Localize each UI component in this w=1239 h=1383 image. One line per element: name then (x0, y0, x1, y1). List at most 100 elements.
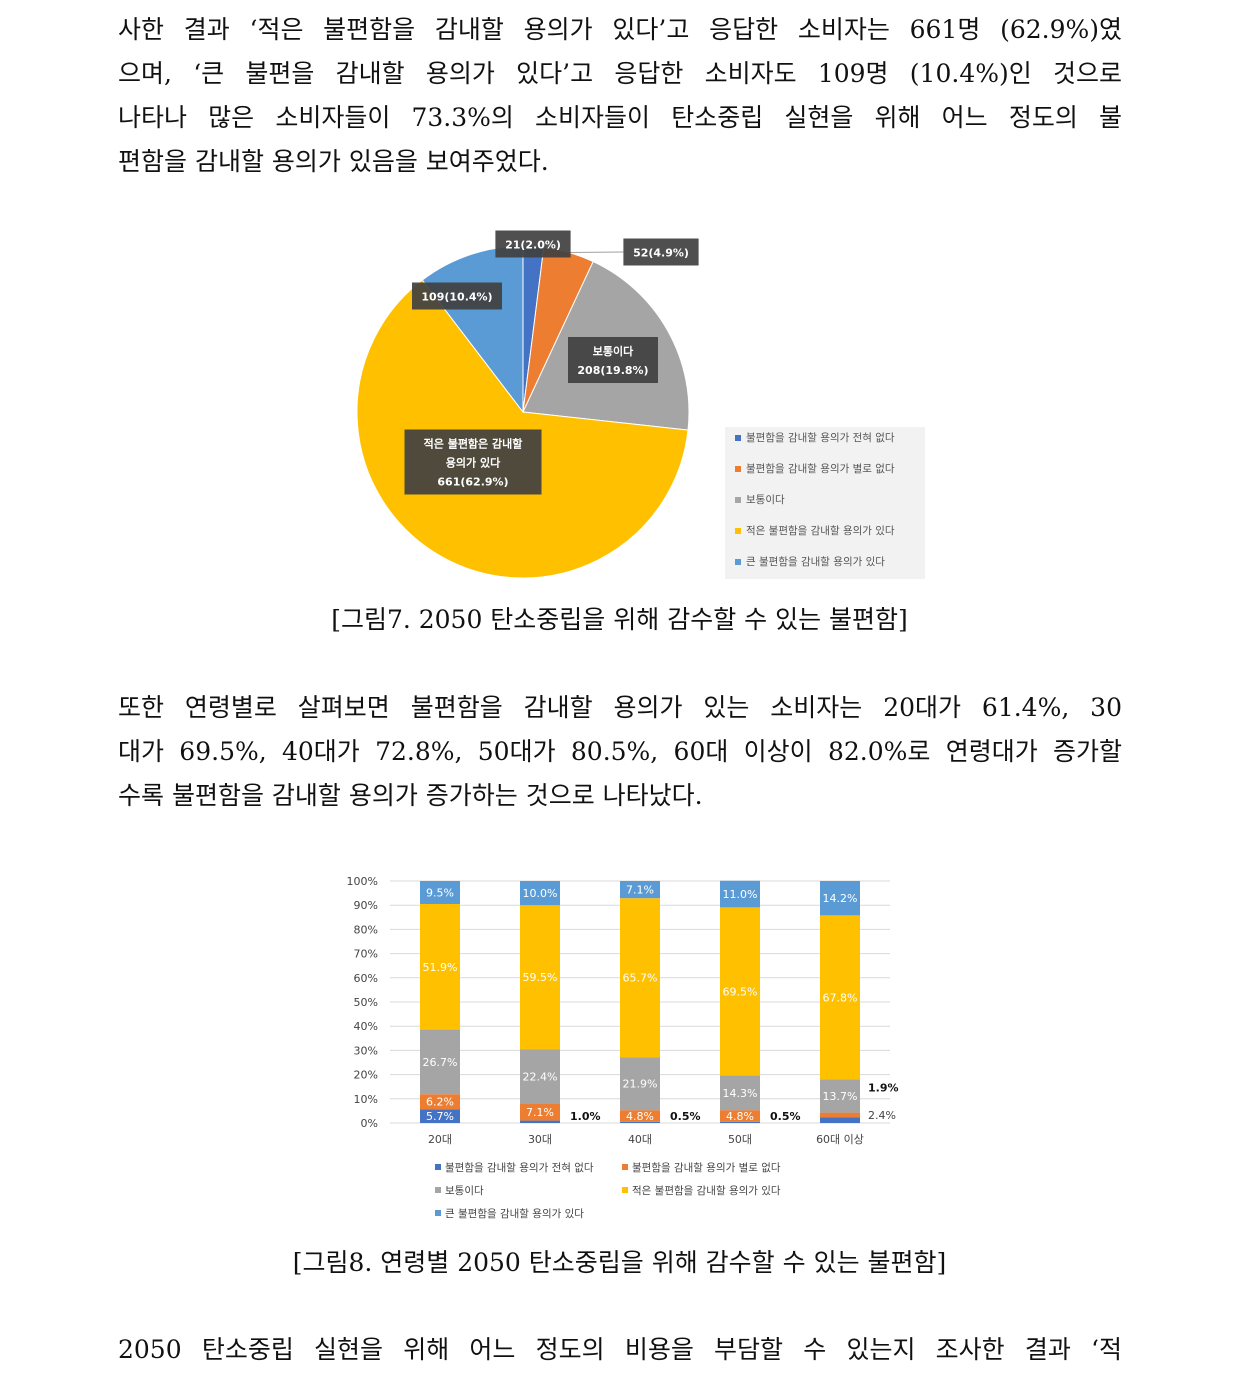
bar-segment (820, 1112, 860, 1118)
legend-entry: 적은 불편함을 감내할 용의가 있다 (632, 1184, 781, 1197)
bar-segment (720, 1075, 760, 1111)
x-tick-label: 30대 (528, 1133, 552, 1146)
y-tick-label: 70% (354, 948, 378, 961)
bar-segment (620, 1110, 660, 1122)
y-tick-label: 40% (354, 1020, 378, 1033)
paragraph-1: 사한 결과 ‘적은 불편함을 감내할 용의가 있다’고 응답한 소비자는 661… (118, 8, 1122, 184)
legend-entry: 큰 불편함을 감내할 용의가 있다 (746, 555, 885, 568)
bar-segment (420, 903, 460, 1030)
bar-data-label: 59.5% (523, 971, 558, 984)
pie-data-label-box (623, 238, 699, 266)
legend-entry: 적은 불편함을 감내할 용의가 있다 (746, 524, 895, 537)
bar-data-label: 10.0% (523, 887, 558, 900)
bar-segment (420, 1094, 460, 1110)
bar-segment (720, 907, 760, 1076)
bar-segment (720, 1110, 760, 1122)
bar-data-label: 13.7% (823, 1090, 858, 1103)
bar-segment (720, 880, 760, 908)
bar-data-label: 9.5% (426, 887, 454, 900)
pie-data-label: 109(10.4%) (421, 291, 492, 304)
pie-data-label: 용의가 있다 (446, 456, 501, 470)
pie-data-label-box (404, 429, 542, 495)
bar-segment (420, 1109, 460, 1123)
pie-leader-line (568, 251, 624, 253)
y-tick-label: 10% (354, 1093, 378, 1106)
bar-data-label: 0.5% (770, 1110, 801, 1123)
pie-data-label: 208(19.8%) (577, 364, 648, 377)
bar-data-label: 65.7% (623, 972, 658, 985)
bar-segment (520, 881, 560, 906)
pie-data-label-box (412, 282, 502, 310)
pie-data-label-box (568, 337, 658, 383)
x-tick-label: 20대 (428, 1133, 452, 1146)
pie-data-label: 21(2.0%) (505, 239, 561, 252)
legend-swatch (735, 497, 741, 503)
bar-segment (520, 1120, 560, 1123)
legend-swatch (435, 1187, 441, 1193)
bar-data-label: 14.3% (723, 1087, 758, 1100)
y-tick-label: 90% (354, 899, 378, 912)
bar-data-label: 1.9% (868, 1082, 899, 1095)
bar-segment (820, 915, 860, 1080)
y-tick-label: 30% (354, 1044, 378, 1057)
y-tick-label: 50% (354, 996, 378, 1009)
legend-entry: 불편함을 감내할 용의가 전혀 없다 (445, 1161, 594, 1174)
bar-data-label: 51.9% (423, 961, 458, 974)
bar-data-label: 4.8% (626, 1110, 654, 1123)
x-tick-label: 50대 (728, 1133, 752, 1146)
legend-entry: 불편함을 감내할 용의가 전혀 없다 (746, 431, 895, 444)
legend-swatch (735, 559, 741, 565)
paragraph-line: 사한 결과 ‘적은 불편함을 감내할 용의가 있다’고 응답한 소비자는 661… (118, 15, 1122, 44)
bar-segment (620, 1057, 660, 1111)
paragraph-line: 대가 69.5%, 40대가 72.8%, 50대가 80.5%, 60대 이상… (118, 737, 1122, 766)
paragraph-line: 편함을 감내할 용의가 있음을 보여주었다. (118, 147, 549, 176)
legend-swatch (735, 528, 741, 534)
legend-swatch (435, 1210, 441, 1216)
bar-data-label: 7.1% (626, 884, 654, 897)
x-tick-label: 60대 이상 (816, 1133, 864, 1146)
pie-legend-box (725, 427, 925, 579)
legend-swatch (435, 1164, 441, 1170)
bar-segment (520, 905, 560, 1050)
pie-slice (356, 279, 689, 579)
bar-data-label: 7.1% (526, 1106, 554, 1119)
bar-segment (520, 1049, 560, 1104)
paragraph-line: 또한 연령별로 살펴보면 불편함을 감내할 용의가 있는 소비자는 20대가 6… (118, 693, 1122, 722)
bar-data-label: 69.5% (723, 986, 758, 999)
pie-data-label-box (495, 230, 571, 258)
legend-entry: 불편함을 감내할 용의가 별로 없다 (746, 462, 895, 475)
legend-swatch (735, 466, 741, 472)
bar-data-label: 2.4% (868, 1109, 896, 1122)
figure-7-caption: [그림7. 2050 탄소중립을 위해 감수할 수 있는 불편함] (331, 605, 908, 634)
legend-swatch (622, 1187, 628, 1193)
bar-data-label: 5.7% (426, 1110, 454, 1123)
bar-data-label: 26.7% (423, 1056, 458, 1069)
pie-data-label: 적은 불편함은 감내할 (424, 437, 523, 451)
figure-8-caption: [그림8. 연령별 2050 탄소중립을 위해 감수할 수 있는 불편함] (292, 1248, 947, 1277)
paragraph-line: 수록 불편함을 감내할 용의가 증가하는 것으로 나타났다. (118, 781, 703, 810)
bar-data-label: 67.8% (823, 991, 858, 1004)
x-tick-label: 40대 (628, 1133, 652, 1146)
bar-data-label: 4.8% (726, 1110, 754, 1123)
bar-segment (820, 881, 860, 916)
legend-entry: 보통이다 (445, 1185, 484, 1197)
bar-data-label: 21.9% (623, 1078, 658, 1091)
pie-data-label: 보통이다 (593, 344, 634, 358)
y-tick-label: 80% (354, 923, 378, 936)
legend-swatch (735, 435, 741, 441)
paragraph-2: 또한 연령별로 살펴보면 불편함을 감내할 용의가 있는 소비자는 20대가 6… (118, 686, 1122, 818)
paragraph-line: 2050 탄소중립 실현을 위해 어느 정도의 비용을 부담할 수 있는지 조사… (118, 1335, 1122, 1364)
bar-segment (620, 898, 660, 1058)
legend-entry: 큰 불편함을 감내할 용의가 있다 (445, 1207, 584, 1220)
bar-data-label: 1.0% (570, 1110, 601, 1123)
bar-data-label: 14.2% (823, 892, 858, 905)
y-tick-label: 60% (354, 972, 378, 985)
bar-segment (420, 881, 460, 904)
paragraph-3: 2050 탄소중립 실현을 위해 어느 정도의 비용을 부담할 수 있는지 조사… (118, 1328, 1122, 1372)
bar-segment (720, 1121, 760, 1123)
bar-segment (620, 881, 660, 899)
bar-data-label: 22.4% (523, 1070, 558, 1083)
legend-swatch (622, 1164, 628, 1170)
legend-entry: 보통이다 (746, 494, 785, 506)
y-tick-label: 100% (347, 875, 378, 888)
